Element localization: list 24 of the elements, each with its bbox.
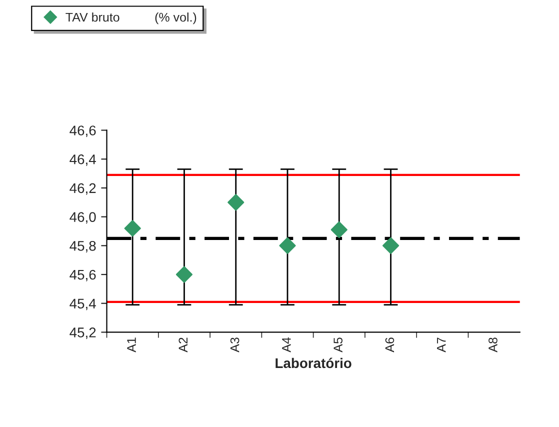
point: [279, 237, 296, 254]
point: [176, 266, 193, 283]
x-tick-label: A8: [488, 338, 498, 352]
y-tick-label: 46,0: [70, 212, 96, 224]
x-tick-label: A4: [282, 337, 291, 352]
x-tick-label: A2: [178, 338, 188, 352]
x-tick-label: A1: [127, 338, 136, 352]
point: [124, 220, 141, 237]
point: [228, 194, 244, 211]
y-tick-label: 45,4: [70, 298, 96, 310]
y-tick-label: 45,8: [70, 240, 96, 252]
y-tick-label: 45,2: [70, 328, 96, 340]
y-tick-label: 46,2: [70, 183, 96, 195]
x-axis-title: Laboratório: [276, 358, 352, 368]
x-tick-label: A5: [334, 338, 342, 352]
point: [382, 237, 400, 254]
legend-label: TAV bruto (% vol.): [66, 12, 196, 24]
x-tick-label: A7: [437, 338, 446, 352]
x-tick-label: A6: [385, 338, 394, 352]
y-tick-label: 46,6: [70, 126, 96, 138]
x-tick-label: A3: [230, 338, 240, 352]
point: [330, 221, 348, 238]
y-tick-label: 45,6: [70, 270, 96, 282]
y-tick-label: 46,4: [70, 154, 96, 166]
